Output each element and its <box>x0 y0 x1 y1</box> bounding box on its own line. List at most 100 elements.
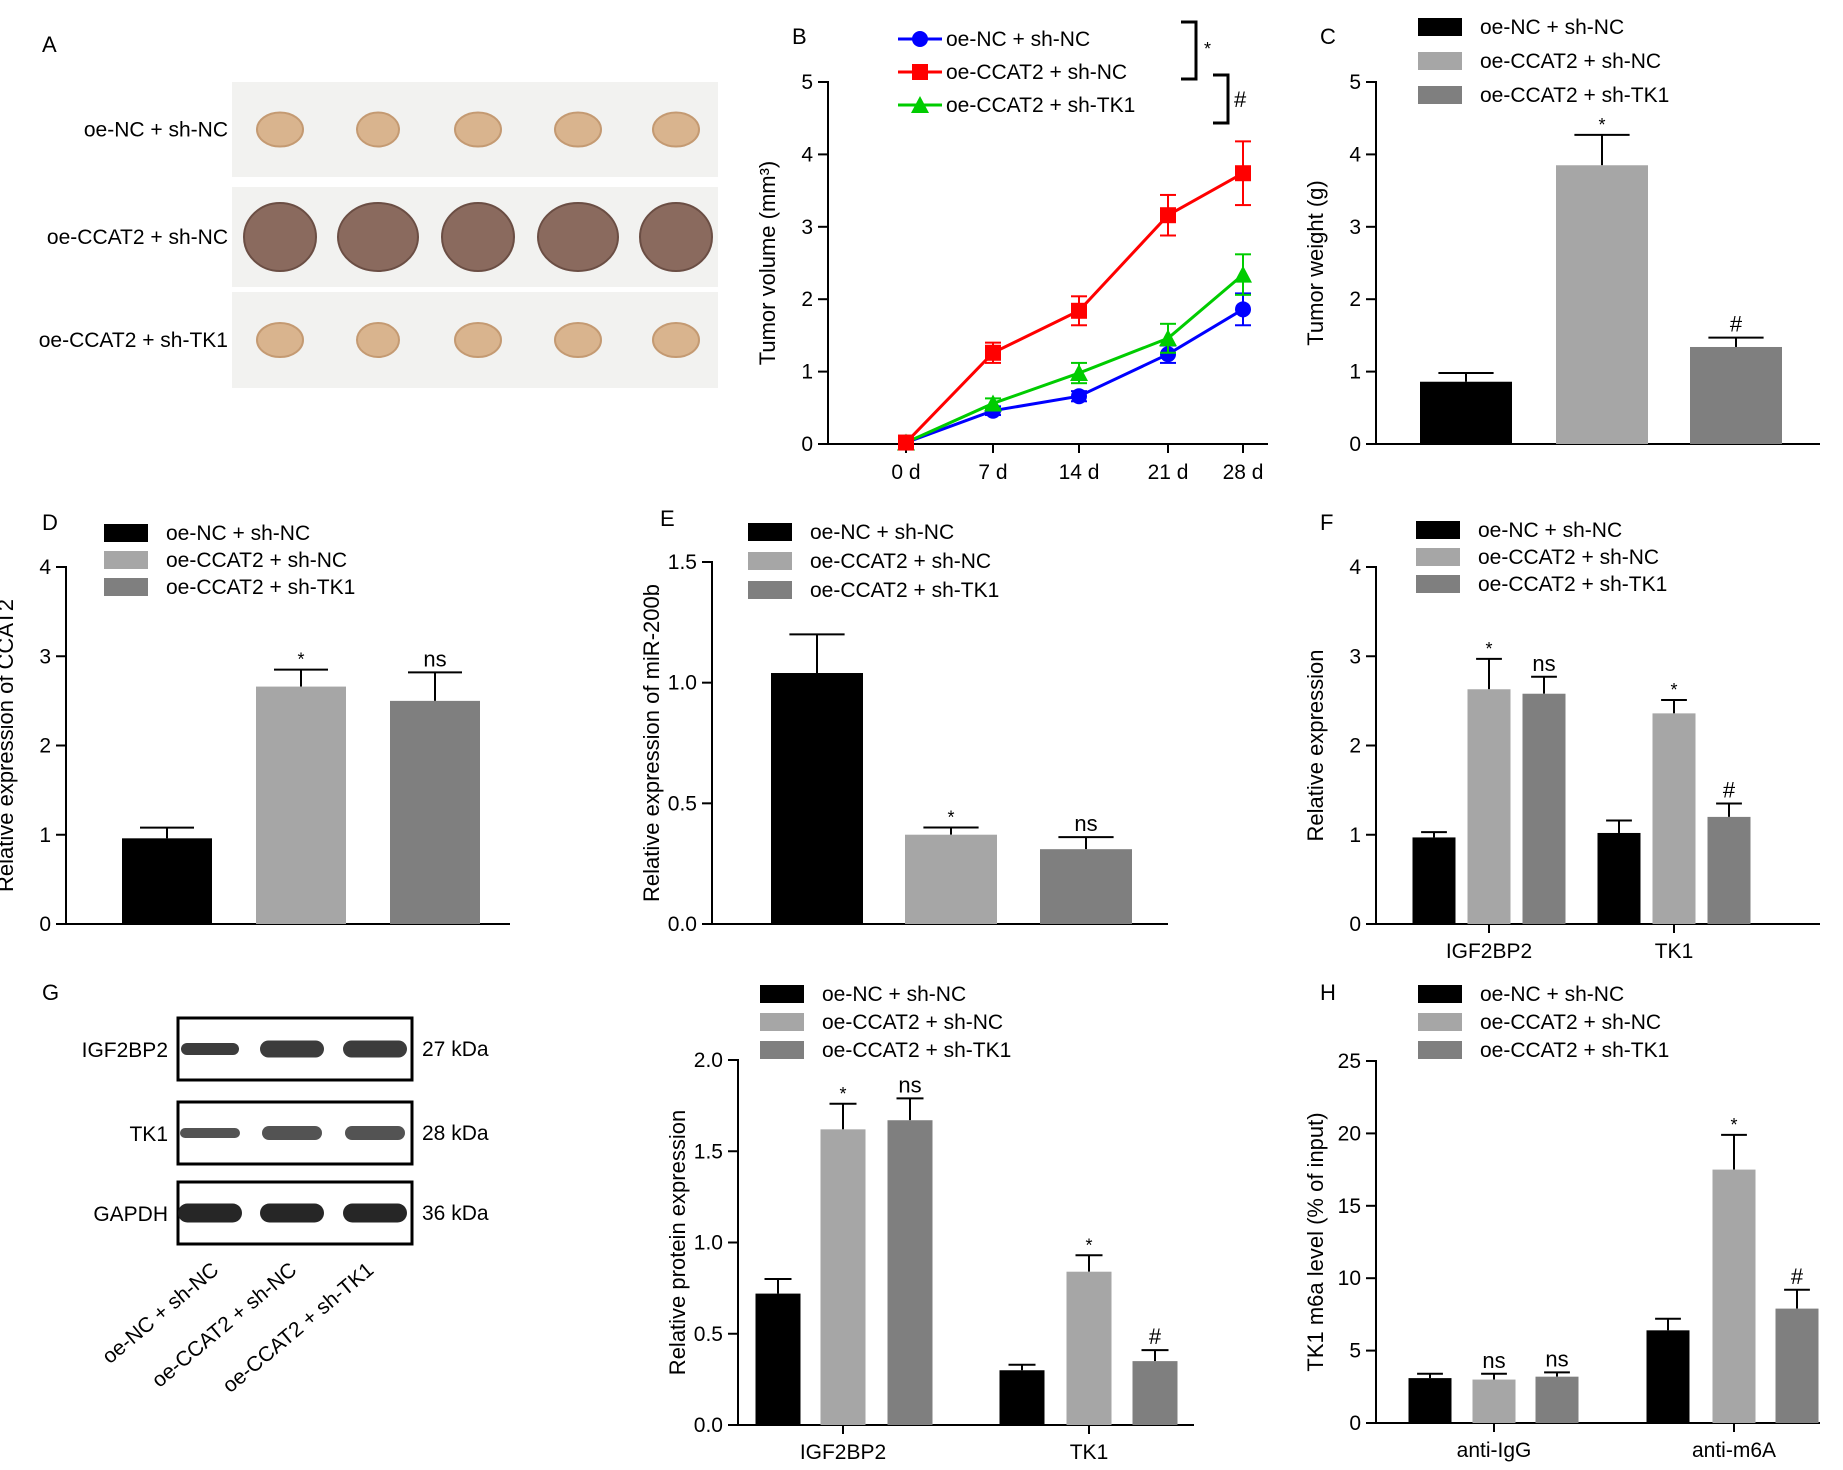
significance-bracket <box>1213 73 1230 125</box>
bar <box>771 673 863 924</box>
panel-h-bar-chart: 0 5 10 15 20 25 TK1 m6a level (% of input) Hant… <box>1303 980 1820 1462</box>
panel-letter: A <box>42 32 57 57</box>
panel-letter: E <box>660 506 675 531</box>
bar <box>1467 689 1511 924</box>
line-marker <box>1071 388 1087 405</box>
legend-label: oe-CCAT2 + sh-NC <box>166 549 347 572</box>
y-tick-label: 0 <box>801 433 813 456</box>
tumor <box>652 322 700 358</box>
significance-mark: ns <box>423 646 446 671</box>
panel-letter: H <box>1320 980 1336 1005</box>
y-tick-label: 1.5 <box>694 1140 723 1163</box>
x-tick-label: 28 d <box>1223 461 1264 484</box>
x-tick-label: 21 d <box>1148 461 1189 484</box>
bar <box>1646 1330 1690 1423</box>
legend-swatch <box>1418 1013 1462 1031</box>
legend-swatch <box>748 552 792 570</box>
bar <box>256 686 346 924</box>
tumor <box>454 322 502 358</box>
legend-swatch <box>760 1013 804 1031</box>
molecular-weight-label: 28 kDa <box>422 1122 489 1145</box>
y-tick-label: 1.5 <box>668 551 697 574</box>
molecular-weight-label: 36 kDa <box>422 1202 489 1225</box>
panel-d-bar-chart: 0 1 2 3 4 Relative expression of CCAT2 D * ns oe-… <box>0 510 510 936</box>
legend-swatch <box>104 578 148 596</box>
legend-label: oe-CCAT2 + sh-TK1 <box>1478 573 1667 596</box>
y-tick-label: 2 <box>1349 735 1361 758</box>
bar <box>122 838 212 924</box>
significance-mark: * <box>1485 639 1492 659</box>
tumor <box>256 111 304 148</box>
significance-mark: # <box>1730 312 1743 337</box>
blot-band <box>180 1128 240 1138</box>
bar <box>1535 1376 1579 1423</box>
legend-swatch <box>1416 521 1460 539</box>
x-tick-label: 14 d <box>1059 461 1100 484</box>
blot-band-label: GAPDH <box>93 1203 168 1226</box>
bar <box>1040 849 1132 924</box>
bar <box>1652 713 1696 924</box>
line-marker <box>1235 301 1251 318</box>
y-tick-label: 5 <box>1349 71 1361 94</box>
panel-letter: G <box>42 980 59 1005</box>
significance-mark: ns <box>1074 811 1097 836</box>
y-tick-label: 0 <box>1349 913 1361 936</box>
y-axis-label: Relative protein expression <box>665 1110 690 1375</box>
tumor <box>356 111 400 148</box>
panel-letter: B <box>792 24 807 49</box>
row-label: oe-CCAT2 + sh-NC <box>47 226 228 249</box>
y-axis-label: Tumor weight (g) <box>1303 180 1328 345</box>
legend-swatch <box>1416 575 1460 593</box>
tumor <box>337 202 419 272</box>
panel-f-bar-chart: 0 1 2 3 4 Relative expression F IGF2BP2 TK1 * * ns #… <box>1303 510 1820 963</box>
panel-a: Aoe-NC + sh-NC oe-CCAT2 + sh-NC oe-CCAT2 +… <box>39 32 718 388</box>
tumor <box>639 202 713 272</box>
significance-mark: ns <box>1532 651 1555 676</box>
x-tick-label: anti-IgG <box>1457 1439 1532 1462</box>
legend-label: oe-CCAT2 + sh-TK1 <box>946 94 1135 117</box>
x-tick-label: 7 d <box>978 461 1007 484</box>
significance-mark: * <box>1085 1235 1092 1255</box>
y-tick-label: 4 <box>801 143 813 166</box>
line-marker <box>1070 364 1088 382</box>
legend-label: oe-CCAT2 + sh-NC <box>810 550 991 573</box>
y-tick-label: 2 <box>801 288 813 311</box>
legend-label: oe-NC + sh-NC <box>1480 16 1624 39</box>
bar <box>887 1120 933 1425</box>
y-tick-label: 4 <box>1349 556 1361 579</box>
tumor <box>256 322 304 358</box>
blot-band <box>262 1126 322 1140</box>
y-tick-label: 3 <box>801 216 813 239</box>
series-line <box>905 273 1244 444</box>
bar <box>1556 165 1648 444</box>
molecular-weight-label: 27 kDa <box>422 1038 489 1061</box>
bar <box>1066 1271 1112 1425</box>
line-marker <box>984 394 1002 412</box>
y-tick-label: 3 <box>1349 645 1361 668</box>
y-axis-label: TK1 m6a level (% of input) <box>1303 1112 1328 1371</box>
significance-mark: ns <box>898 1072 921 1097</box>
blot-band <box>343 1040 407 1058</box>
panel-b-line-chart: 0 1 2 3 4 5 Tumor volume (mm³) B 0 d 7 d 14 d 21 d 2… <box>755 20 1268 484</box>
legend-label: oe-CCAT2 + sh-TK1 <box>810 579 999 602</box>
legend-label: oe-NC + sh-NC <box>1478 519 1622 542</box>
panel-letter: D <box>42 510 58 535</box>
panel-g-bar-chart: 0.0 0.5 1.0 1.5 2.0 Relative protein expressi… <box>665 983 1194 1464</box>
legend-label: oe-CCAT2 + sh-NC <box>1480 50 1661 73</box>
bar <box>1412 837 1456 924</box>
legend-label: oe-NC + sh-NC <box>946 28 1090 51</box>
significance-bracket <box>1181 20 1198 81</box>
significance-mark: * <box>1670 680 1677 700</box>
bar <box>1690 346 1782 444</box>
tumor <box>441 202 515 272</box>
bar <box>755 1293 801 1425</box>
y-tick-label: 3 <box>39 645 51 668</box>
line-marker <box>1160 207 1176 224</box>
legend-swatch <box>104 551 148 569</box>
y-tick-label: 0 <box>1349 1412 1361 1435</box>
significance-mark: * <box>839 1084 846 1104</box>
blot-band <box>345 1126 405 1140</box>
significance-mark: # <box>1149 1324 1162 1349</box>
significance-mark: # <box>1234 87 1247 112</box>
